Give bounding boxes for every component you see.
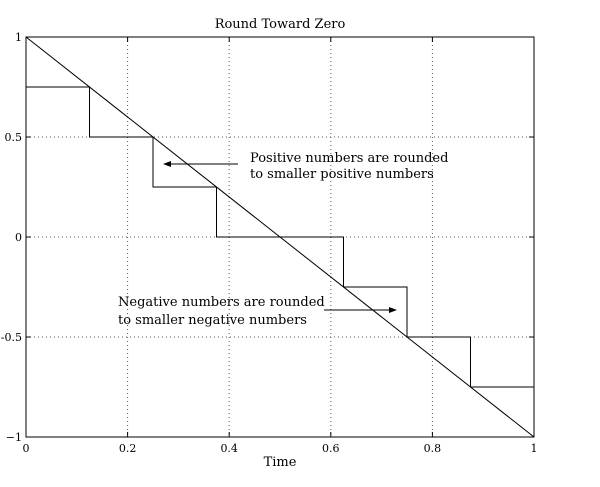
x-tick-label: 0.4 <box>220 442 238 455</box>
annotation-negative-line-1: Negative numbers are rounded <box>118 295 325 310</box>
annotation-negative-arrowhead-icon <box>389 307 397 313</box>
annotation-positive-arrowhead-icon <box>163 161 171 167</box>
series-layer <box>25 36 535 438</box>
annotation-positive-line-2: to smaller positive numbers <box>250 167 434 182</box>
annotation-negative-line-2: to smaller negative numbers <box>118 313 307 328</box>
x-tick-label: 1 <box>531 442 538 455</box>
x-tick-label: 0.8 <box>424 442 442 455</box>
chart-title: Round Toward Zero <box>215 17 346 32</box>
annotation-positive: Positive numbers are rounded to smaller … <box>163 151 448 182</box>
y-tick-label: 1 <box>15 31 22 44</box>
annotation-positive-line-1: Positive numbers are rounded <box>250 151 448 166</box>
step-series-line <box>26 86 535 388</box>
y-tick-label: 0.5 <box>5 131 23 144</box>
x-tick-label: 0 <box>23 442 30 455</box>
y-tick-label: -0.5 <box>1 331 22 344</box>
y-tick-label: −1 <box>6 431 22 444</box>
annotation-negative: Negative numbers are rounded to smaller … <box>118 295 397 328</box>
tick-layer: 0 0.2 0.4 0.6 0.8 1 −1 -0.5 0 0.5 1 <box>1 31 538 455</box>
x-axis-label: Time <box>264 455 297 470</box>
y-tick-label: 0 <box>15 231 22 244</box>
x-tick-label: 0.2 <box>119 442 137 455</box>
x-tick-label: 0.6 <box>322 442 340 455</box>
